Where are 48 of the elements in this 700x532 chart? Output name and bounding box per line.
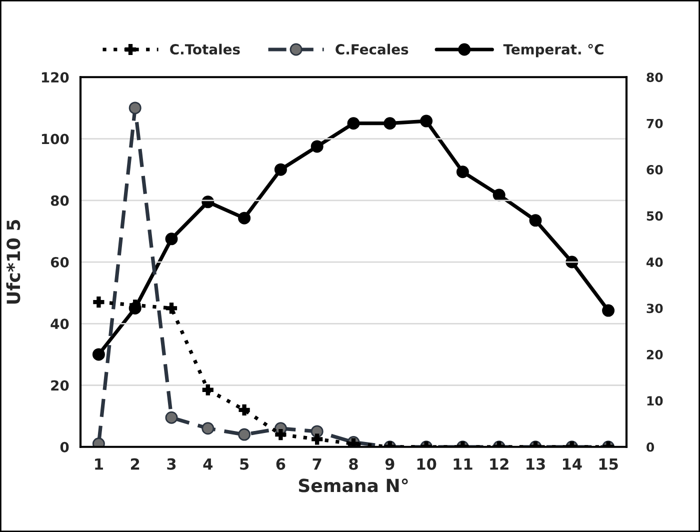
y-tick-label: 100 bbox=[42, 134, 69, 144]
point bbox=[529, 214, 542, 227]
point bbox=[274, 163, 287, 176]
x-tick-label: 13 bbox=[526, 458, 545, 470]
x-tick-label: 2 bbox=[130, 458, 140, 470]
x-tick-label: 8 bbox=[349, 458, 358, 470]
point bbox=[92, 348, 105, 361]
x-tick-label: 11 bbox=[454, 458, 472, 470]
point bbox=[238, 212, 251, 224]
y2-tick-label: 10 bbox=[647, 396, 663, 406]
point bbox=[420, 114, 433, 128]
x-tick-label: 14 bbox=[562, 458, 582, 470]
legend-label: C.Fecales bbox=[336, 44, 408, 55]
point bbox=[165, 232, 178, 246]
y-tick-label: 120 bbox=[42, 72, 69, 83]
y-tick-label: 60 bbox=[50, 256, 69, 268]
y2-tick-label: 0 bbox=[646, 442, 654, 452]
point bbox=[456, 166, 469, 178]
y2-tick-label: 60 bbox=[646, 165, 663, 174]
x-tick-label: 5 bbox=[240, 458, 249, 470]
y-tick-label: 40 bbox=[50, 318, 69, 330]
x-tick-label: 12 bbox=[490, 458, 508, 470]
x-tick-label: 4 bbox=[203, 458, 213, 470]
y-tick-label: 20 bbox=[51, 380, 69, 391]
legend-label: Temperat. °C bbox=[503, 44, 604, 58]
x-tick-label: 3 bbox=[167, 458, 176, 470]
x-tick-label: 7 bbox=[312, 458, 322, 470]
x-tick-label: 15 bbox=[599, 458, 618, 470]
x-tick-label: 9 bbox=[385, 458, 394, 470]
y2-tick-label: 70 bbox=[646, 118, 663, 128]
x-axis-title: Semana N° bbox=[298, 478, 408, 492]
point bbox=[384, 117, 396, 130]
y2-tick-label: 80 bbox=[646, 72, 663, 82]
y-tick-label: 0 bbox=[60, 442, 69, 452]
y2-tick-label: 40 bbox=[646, 257, 663, 267]
point bbox=[602, 304, 615, 317]
y2-tick-label: 20 bbox=[646, 350, 663, 360]
point bbox=[310, 140, 324, 153]
x-tick-label: 1 bbox=[95, 458, 103, 470]
x-tick-label: 6 bbox=[276, 458, 286, 470]
y-tick-label: 80 bbox=[50, 195, 69, 206]
y2-tick-label: 50 bbox=[646, 211, 663, 221]
y2-tick-label: 30 bbox=[646, 304, 663, 314]
point bbox=[347, 117, 360, 130]
y-axis-title: Ufc*10 5 bbox=[6, 220, 20, 304]
x-tick-label: 10 bbox=[417, 458, 436, 470]
legend-label: C.Totales bbox=[170, 44, 240, 55]
point bbox=[492, 188, 506, 202]
